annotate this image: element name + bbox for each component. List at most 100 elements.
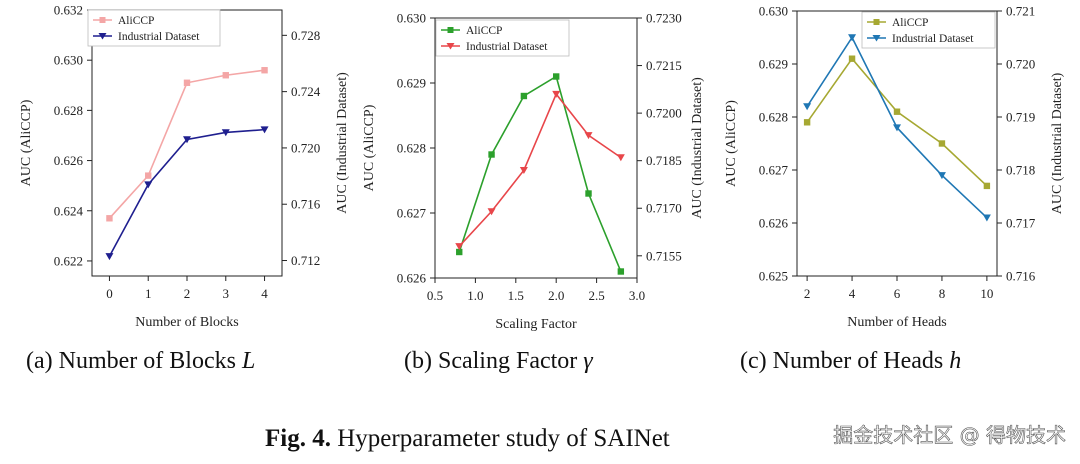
x-tick-label: 2.5 xyxy=(588,288,604,303)
data-point xyxy=(222,72,229,79)
x-tick-label: 1 xyxy=(145,286,152,301)
y-right-tick-label: 0.712 xyxy=(291,253,320,268)
data-point xyxy=(261,67,268,74)
data-point xyxy=(552,90,561,98)
legend-label: Industrial Dataset xyxy=(892,33,974,45)
y-left-tick-label: 0.625 xyxy=(759,269,788,284)
data-point xyxy=(983,182,991,190)
x-tick-label: 6 xyxy=(894,286,901,301)
y-left-tick-label: 0.628 xyxy=(759,110,788,125)
y-right-tick-label: 0.717 xyxy=(1006,216,1036,231)
y-right-axis-label: AUC (Industrial Dataset) xyxy=(335,72,350,214)
watermark-text: 掘金技术社区 @ 得物技术 xyxy=(833,423,1066,447)
y-right-tick-label: 0.716 xyxy=(291,197,321,212)
legend-box xyxy=(861,11,996,49)
legend-label: AliCCP xyxy=(892,17,928,29)
data-point xyxy=(106,215,113,222)
data-point xyxy=(803,103,812,111)
legend-marker xyxy=(99,17,106,23)
data-point xyxy=(938,140,946,147)
y-left-axis-label: AUC (AliCCP) xyxy=(724,100,739,187)
data-point xyxy=(617,268,625,275)
y-left-tick-label: 0.629 xyxy=(397,76,426,91)
subcaption-c: (c) Number of Heads h xyxy=(740,348,961,374)
x-tick-label: 3 xyxy=(223,286,230,301)
y-right-tick-label: 0.720 xyxy=(1006,57,1035,72)
figure-caption: Fig. 4. Hyperparameter study of SAINet xyxy=(265,425,670,452)
x-axis-label: Number of Blocks xyxy=(135,315,238,330)
y-right-tick-label: 0.7200 xyxy=(646,106,682,121)
legend-marker xyxy=(446,43,455,50)
x-axis-label: Number of Heads xyxy=(847,315,947,330)
data-point xyxy=(105,253,114,261)
data-point xyxy=(803,119,811,126)
chart-panel-c: 2 4 6 8 10 0.625 0.626 0.627 0.628 0.629 0.630 0.71… xyxy=(724,4,1065,331)
data-point xyxy=(221,129,230,137)
y-right-tick-label: 0.7215 xyxy=(646,58,682,73)
x-tick-label: 2 xyxy=(804,286,811,301)
data-point xyxy=(260,126,269,134)
y-right-tick-label: 0.7230 xyxy=(646,11,682,26)
y-right-axis-label: AUC (Industrial Dataset) xyxy=(690,77,705,219)
y-left-tick-label: 0.628 xyxy=(54,103,83,118)
data-point xyxy=(584,132,593,140)
y-right-tick-label: 0.724 xyxy=(291,84,321,99)
data-point xyxy=(585,190,592,197)
legend-box xyxy=(435,19,570,57)
data-point xyxy=(937,172,946,180)
data-point xyxy=(520,92,528,100)
subcaption-b: (b) Scaling Factor γ xyxy=(404,348,593,374)
x-tick-label: 1.0 xyxy=(467,288,483,303)
legend-label: Industrial Dataset xyxy=(118,31,200,43)
y-left-tick-label: 0.624 xyxy=(54,203,84,218)
y-right-axis-label: AUC (Industrial Dataset) xyxy=(1050,72,1065,214)
data-point xyxy=(183,136,191,144)
figure-caption-label: Fig. 4. xyxy=(265,425,331,452)
y-right-tick-label: 0.728 xyxy=(291,28,320,43)
y-left-tick-label: 0.626 xyxy=(759,216,789,231)
y-left-tick-label: 0.627 xyxy=(397,206,427,221)
data-point xyxy=(183,79,191,86)
legend-label: Industrial Dataset xyxy=(466,41,548,53)
x-tick-label: 8 xyxy=(939,286,946,301)
y-left-tick-label: 0.627 xyxy=(759,163,789,178)
y-left-axis-label: AUC (AliCCP) xyxy=(19,99,34,186)
legend-marker xyxy=(873,19,880,25)
y-left-tick-label: 0.630 xyxy=(759,4,788,19)
data-point xyxy=(893,108,901,115)
y-right-tick-label: 0.718 xyxy=(1006,163,1035,178)
data-point xyxy=(519,166,528,174)
series-line xyxy=(806,57,988,187)
y-left-tick-label: 0.632 xyxy=(54,3,83,18)
x-tick-label: 2.0 xyxy=(548,288,564,303)
data-point xyxy=(848,34,857,42)
series-line xyxy=(458,92,622,247)
y-right-tick-label: 0.719 xyxy=(1006,110,1035,125)
y-left-tick-label: 0.628 xyxy=(397,141,426,156)
y-right-tick-label: 0.721 xyxy=(1006,4,1035,19)
y-left-tick-label: 0.629 xyxy=(759,57,788,72)
x-tick-label: 0 xyxy=(106,286,113,301)
y-left-tick-label: 0.626 xyxy=(397,271,427,286)
data-point xyxy=(488,151,495,158)
data-point xyxy=(848,55,856,62)
data-point xyxy=(455,243,464,251)
data-point xyxy=(982,214,991,222)
y-left-axis-label: AUC (AliCCP) xyxy=(362,104,377,191)
y-right-tick-label: 0.7170 xyxy=(646,201,682,216)
y-right-tick-label: 0.7185 xyxy=(646,153,682,168)
legend-box xyxy=(87,9,221,47)
x-axis-label: Scaling Factor xyxy=(495,317,577,332)
y-right-tick-label: 0.720 xyxy=(291,140,320,155)
x-tick-label: 2 xyxy=(184,286,191,301)
x-tick-label: 0.5 xyxy=(427,288,443,303)
data-point xyxy=(144,181,153,189)
data-point xyxy=(487,208,496,216)
data-point xyxy=(553,73,560,80)
x-tick-label: 3.0 xyxy=(629,288,645,303)
figure-caption-text: Hyperparameter study of SAINet xyxy=(337,425,670,452)
data-point xyxy=(616,154,625,162)
series-line xyxy=(458,75,622,272)
subcaption-a: (a) Number of Blocks L xyxy=(26,348,255,374)
